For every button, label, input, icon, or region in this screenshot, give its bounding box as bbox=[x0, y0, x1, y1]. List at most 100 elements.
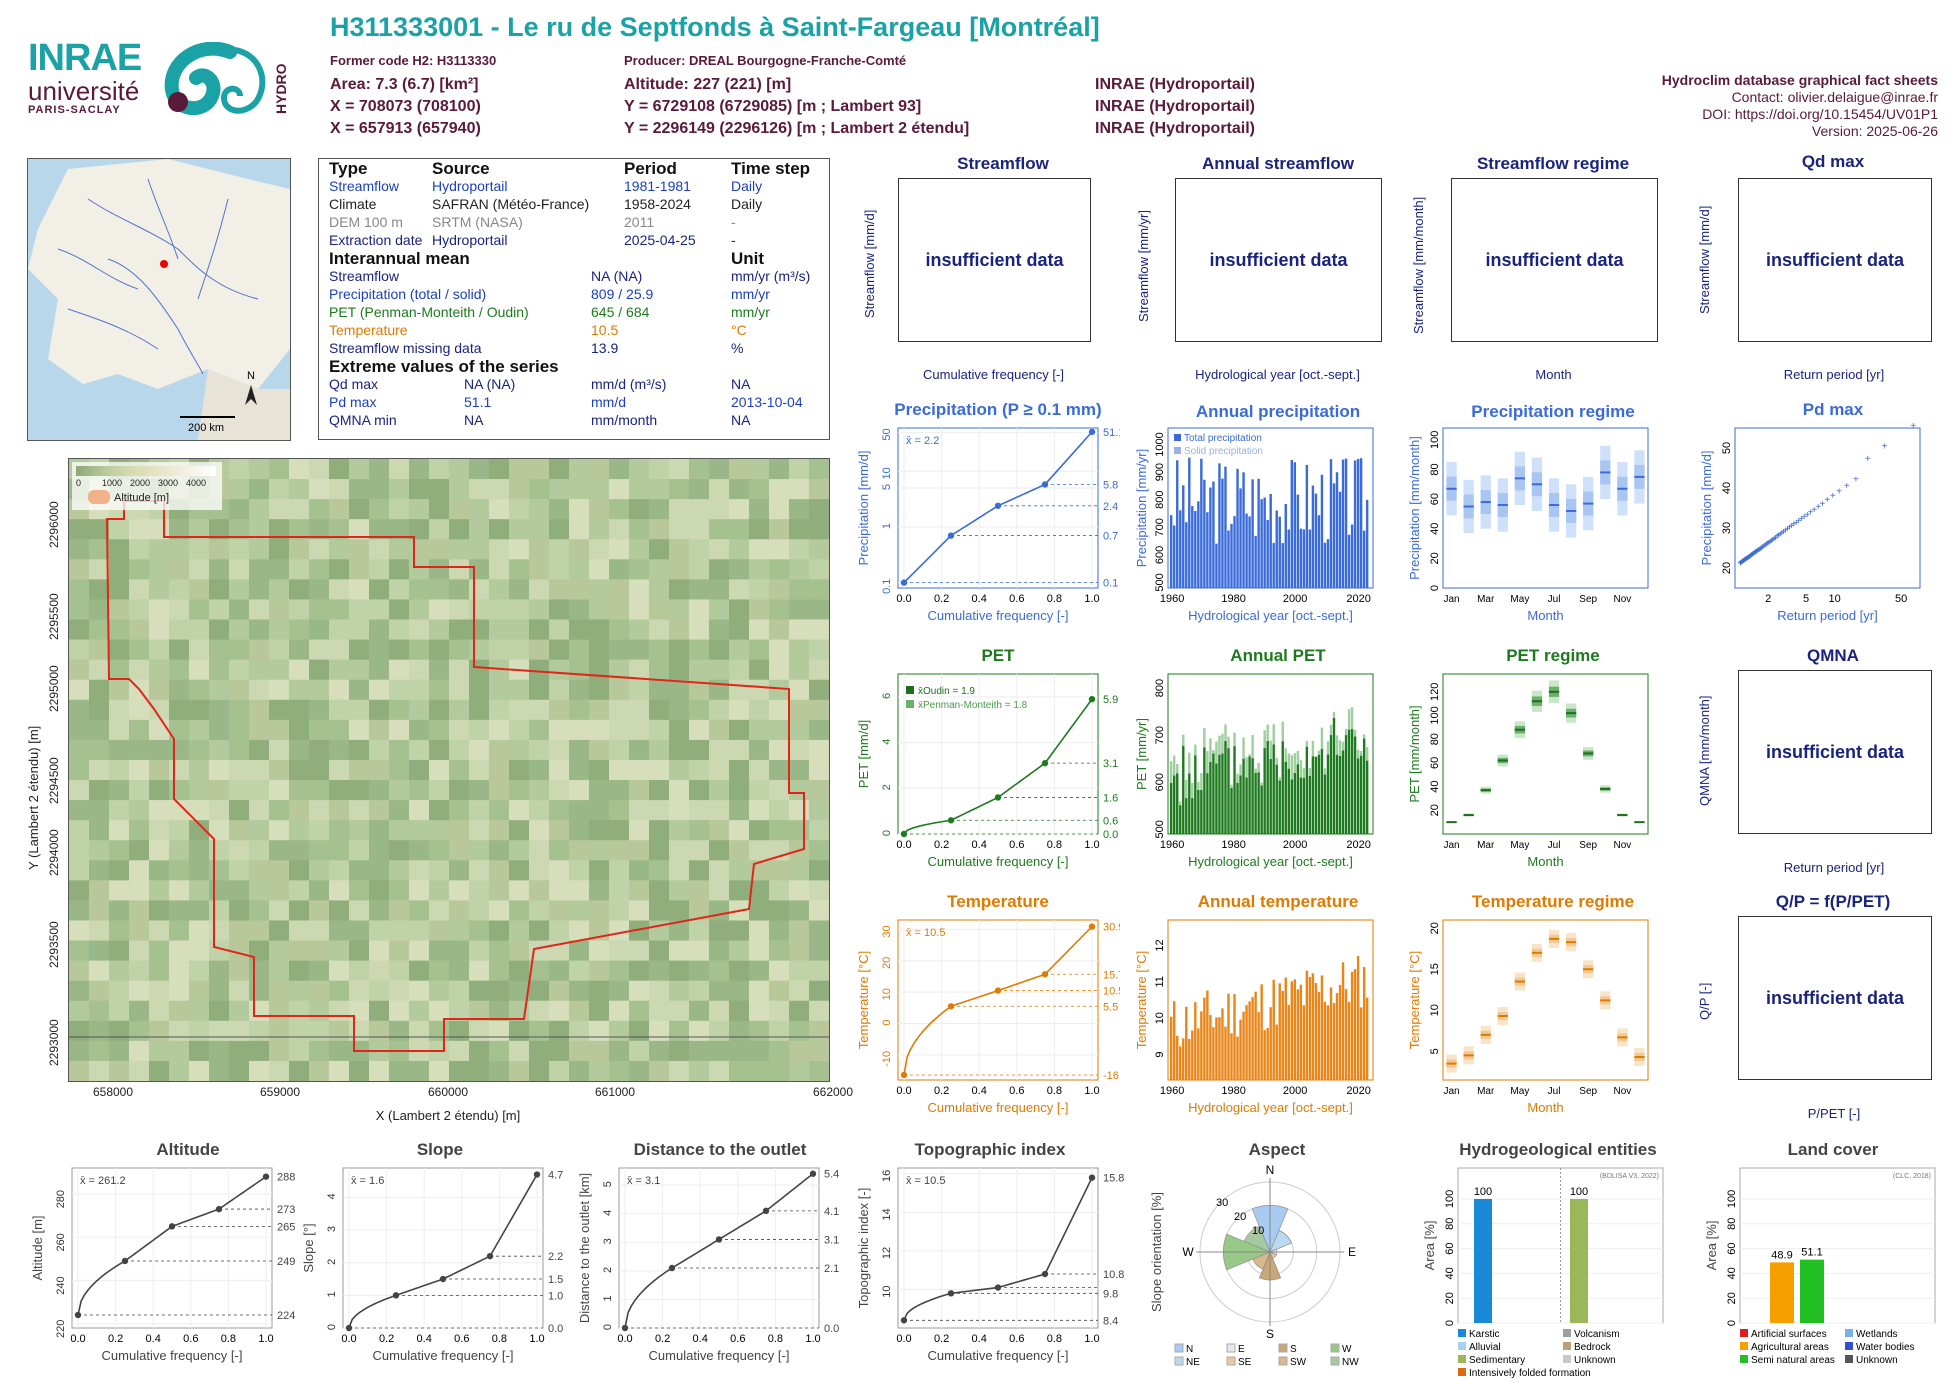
dem-cell bbox=[569, 1020, 590, 1042]
dem-cell bbox=[689, 1000, 710, 1022]
y-tick-label: 100 bbox=[1429, 706, 1441, 724]
dem-cell bbox=[789, 900, 810, 921]
dem-cell bbox=[349, 739, 370, 761]
dem-cell bbox=[269, 920, 290, 942]
dem-cell bbox=[749, 519, 770, 540]
dem-cell bbox=[769, 559, 790, 580]
dem-cell bbox=[769, 639, 790, 661]
legend-label: NE bbox=[1186, 1357, 1200, 1368]
row-step: - bbox=[731, 232, 736, 248]
pct-bar bbox=[1474, 1199, 1492, 1323]
dem-cell bbox=[129, 599, 150, 621]
dem-cell bbox=[809, 659, 829, 681]
dem-cell bbox=[289, 960, 310, 982]
dem-cell bbox=[149, 739, 170, 761]
dem-cell bbox=[249, 519, 270, 540]
x-tick-label: 0.4 bbox=[972, 1085, 987, 1097]
dem-cell bbox=[669, 559, 690, 580]
dem-cell bbox=[509, 960, 530, 982]
dem-cell bbox=[329, 739, 350, 761]
logo-paris-text: PARIS-SACLAY bbox=[28, 104, 121, 116]
dem-cell bbox=[69, 639, 90, 661]
dem-cell bbox=[529, 579, 550, 600]
streamflow-panel: insufficient data bbox=[898, 178, 1091, 342]
dem-cell bbox=[89, 960, 110, 982]
dem-cell bbox=[409, 679, 430, 701]
dem-cell bbox=[689, 900, 710, 921]
annual-bar bbox=[1170, 782, 1173, 834]
annual-bar bbox=[1314, 982, 1318, 1080]
annual-bar bbox=[1182, 745, 1185, 834]
data-point bbox=[994, 794, 1002, 801]
ring-label: 20 bbox=[1234, 1211, 1246, 1223]
dem-cell bbox=[449, 1020, 470, 1042]
dem-cell bbox=[69, 699, 90, 721]
dem-cell bbox=[789, 1060, 810, 1081]
data-point: + bbox=[1808, 507, 1814, 518]
dem-cell bbox=[549, 459, 570, 480]
data-point bbox=[215, 1205, 223, 1213]
annual-bar bbox=[1197, 1028, 1200, 1080]
y-tick-label: 12 bbox=[881, 1247, 893, 1259]
x-tick-label: 0.4 bbox=[972, 839, 987, 851]
dem-cell bbox=[749, 479, 770, 500]
annual-bar bbox=[1278, 780, 1281, 834]
dem-cell bbox=[89, 579, 110, 600]
dem-cell bbox=[729, 800, 750, 821]
annual-bar-secondary bbox=[1263, 730, 1266, 749]
dem-cell bbox=[569, 1040, 590, 1062]
dem-cell bbox=[789, 960, 810, 982]
dem-cell bbox=[809, 539, 829, 560]
annual-bar bbox=[1281, 990, 1284, 1080]
dem-cell bbox=[69, 719, 90, 741]
dem-cell bbox=[809, 920, 829, 942]
y-tick-label: 60 bbox=[1429, 493, 1441, 505]
annual-bar bbox=[1284, 977, 1287, 1080]
annual-bar bbox=[1179, 1046, 1182, 1080]
dem-cell bbox=[489, 900, 510, 921]
dem-cell bbox=[769, 1020, 790, 1042]
dem-cell bbox=[449, 880, 470, 901]
dem-cell bbox=[149, 780, 170, 801]
dem-cell bbox=[729, 980, 750, 1002]
dem-cell bbox=[809, 860, 829, 881]
dem-cell bbox=[309, 639, 330, 661]
annual-bar-secondary bbox=[1344, 728, 1348, 736]
annual-bar bbox=[1347, 534, 1351, 588]
dem-cell bbox=[449, 479, 470, 500]
dem-cell bbox=[529, 679, 550, 701]
data-point: + bbox=[1746, 552, 1752, 563]
x-axis-label: Return period [yr] bbox=[1777, 608, 1877, 623]
dem-cell bbox=[789, 880, 810, 901]
dem-cell bbox=[129, 1020, 150, 1042]
dem-cell bbox=[449, 459, 470, 480]
mean-val: 645 / 684 bbox=[591, 304, 650, 320]
dem-cell bbox=[369, 459, 390, 480]
dem-cell bbox=[709, 539, 730, 560]
dem-cell bbox=[189, 539, 210, 560]
dem-cell bbox=[249, 800, 270, 821]
dem-cell bbox=[629, 1040, 650, 1062]
dem-cell bbox=[289, 499, 310, 520]
legend-swatch bbox=[1740, 1342, 1748, 1350]
annual-bar bbox=[1221, 753, 1224, 834]
annual-bar-secondary bbox=[1242, 737, 1245, 759]
plot-frame bbox=[1442, 427, 1649, 589]
y-tick-label: 1 bbox=[602, 1295, 614, 1301]
annual-bar bbox=[1251, 997, 1254, 1080]
legend-swatch bbox=[1174, 434, 1181, 441]
dem-cell bbox=[69, 1060, 90, 1081]
dem-cell bbox=[309, 739, 330, 761]
dem-cell bbox=[129, 1040, 150, 1062]
dem-cell bbox=[769, 860, 790, 881]
dem-cell bbox=[329, 800, 350, 821]
data-point bbox=[900, 1317, 908, 1324]
dem-cell bbox=[209, 539, 230, 560]
dem-cell bbox=[409, 920, 430, 942]
dem-cell bbox=[569, 459, 590, 480]
row-type: Streamflow bbox=[329, 178, 400, 194]
dem-cell bbox=[409, 759, 430, 781]
dem-cell bbox=[569, 800, 590, 821]
dem-cell bbox=[329, 1040, 350, 1062]
dem-cell bbox=[209, 920, 230, 942]
